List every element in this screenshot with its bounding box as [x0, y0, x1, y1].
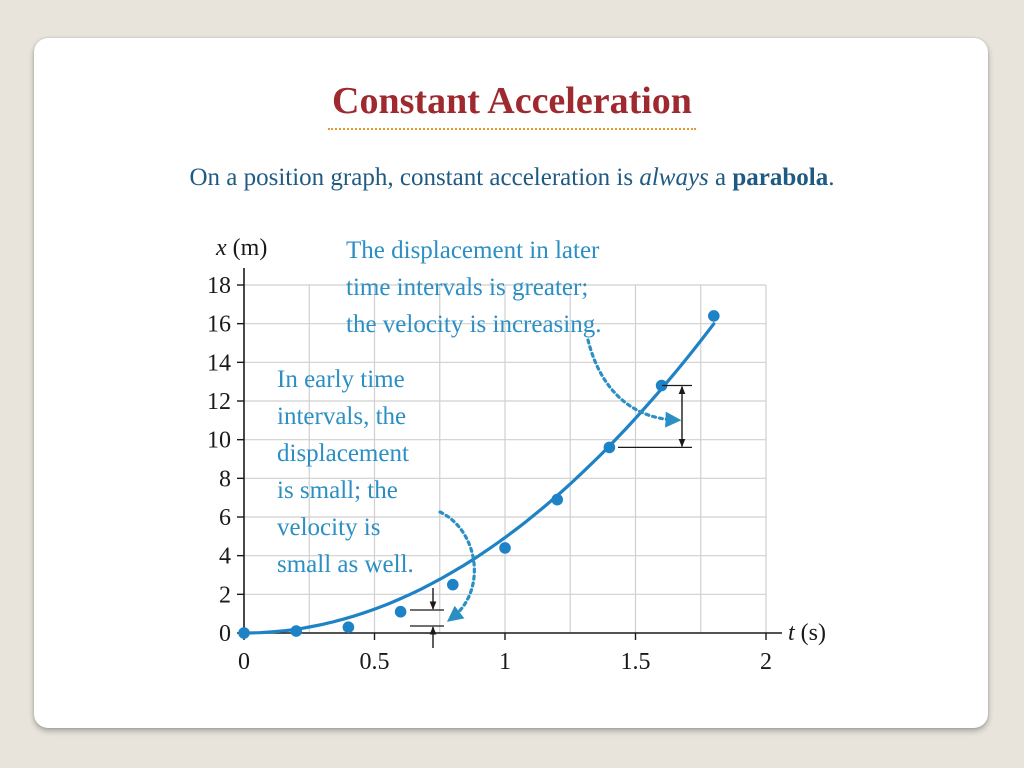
early-callout-line: is small; the [277, 477, 398, 504]
axes [237, 268, 782, 640]
title-text: Constant Acceleration [328, 76, 696, 130]
x-tick-label: 0.5 [360, 649, 390, 675]
early-callout-line: velocity is [277, 514, 380, 541]
y-tick-label: 12 [207, 389, 231, 415]
y-tick-label: 2 [219, 582, 231, 608]
x-tick-label: 1 [499, 649, 511, 675]
y-tick-label: 14 [207, 350, 231, 376]
late-callout-arrow [586, 338, 682, 428]
grid [244, 284, 767, 633]
late-callout-line: time intervals is greater; [346, 274, 588, 301]
y-tick-label: 0 [219, 621, 231, 647]
callouts: The displacement in later time intervals … [277, 237, 682, 622]
tick-labels: 0 2 4 6 8 10 12 14 16 18 0 0.5 1 1.5 2 [207, 273, 772, 675]
subtitle-part-5: . [828, 164, 835, 191]
slide-title: Constant Acceleration [0, 76, 1024, 130]
y-tick-label: 8 [219, 466, 231, 492]
x-tick-label: 2 [760, 649, 772, 675]
late-callout-line: the velocity is increasing. [346, 311, 601, 338]
data-point [290, 625, 303, 637]
data-points [238, 310, 720, 639]
x-tick-label: 1.5 [621, 649, 651, 675]
data-point [342, 621, 355, 633]
data-point [603, 441, 616, 454]
parabola-curve [242, 322, 716, 635]
slide-subtitle: On a position graph, constant accelerati… [0, 160, 1024, 196]
early-callout-line: In early time [277, 366, 405, 393]
data-point [499, 542, 511, 554]
y-tick-label: 4 [219, 544, 231, 570]
x-axis-label: t (s) [788, 620, 826, 646]
y-tick-label: 6 [219, 505, 231, 531]
subtitle-part-3: a [708, 164, 733, 191]
x-tick-label: 0 [238, 649, 250, 675]
y-tick-label: 16 [207, 312, 231, 338]
y-tick-label: 18 [207, 273, 231, 299]
data-point [655, 379, 668, 392]
slide-card [34, 38, 988, 728]
data-point [551, 493, 563, 506]
data-point [394, 605, 407, 618]
displacement-markers [410, 384, 692, 648]
subtitle-emphasis: always [639, 164, 709, 191]
data-point [708, 310, 720, 322]
subtitle-bold: parabola [732, 164, 829, 191]
data-curve [242, 322, 716, 635]
early-callout-line: displacement [277, 440, 409, 467]
early-callout-line: intervals, the [277, 403, 406, 430]
axis-labels: x (m) t (s) [215, 235, 826, 646]
data-point [447, 578, 459, 591]
early-callout-arrow [438, 510, 476, 622]
early-callout-line: small as well. [277, 551, 414, 578]
y-axis-label: x (m) [215, 235, 267, 261]
data-point [238, 627, 250, 639]
subtitle-part-1: On a position graph, constant accelerati… [189, 164, 640, 191]
late-callout-line: The displacement in later [346, 237, 600, 264]
y-tick-label: 10 [207, 428, 231, 454]
